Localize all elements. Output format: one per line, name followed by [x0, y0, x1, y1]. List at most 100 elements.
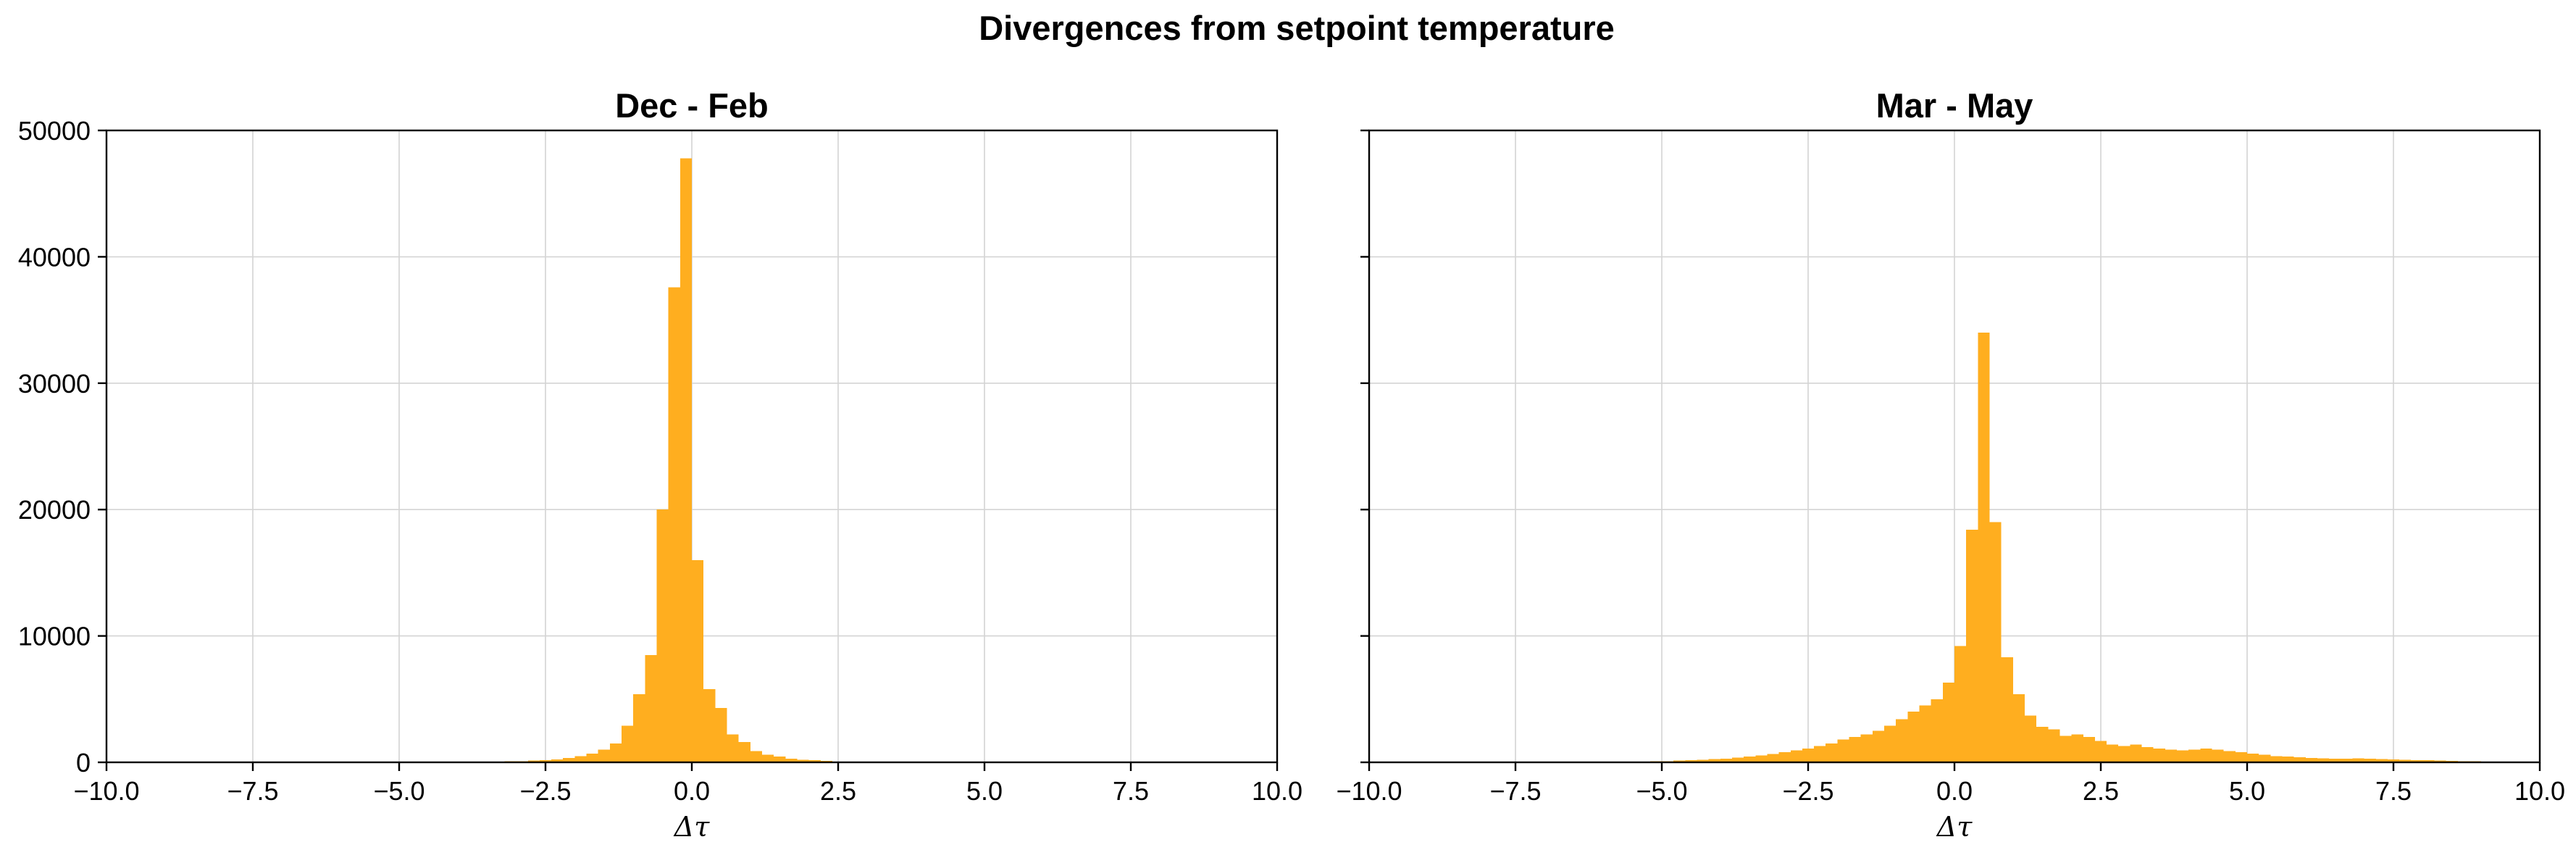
histogram-bar — [750, 751, 762, 762]
histogram-bar — [2059, 736, 2072, 762]
histogram-bar — [2317, 758, 2330, 762]
histogram-bar — [609, 743, 622, 762]
histogram-bar — [1755, 755, 1768, 762]
x-tick-label: −7.5 — [227, 776, 278, 806]
x-tick-label: −10.0 — [1336, 776, 1402, 806]
panel-title: Dec - Feb — [615, 86, 769, 125]
histogram-bar — [703, 688, 716, 762]
histogram-bar — [2036, 727, 2049, 762]
x-axis-label: Δτ — [673, 811, 710, 843]
histogram-bar — [2153, 748, 2165, 762]
histogram-bar — [1931, 699, 1943, 762]
histogram-bar — [1697, 759, 1709, 762]
histogram-bar — [2223, 751, 2236, 762]
histogram-bar — [1685, 760, 1697, 762]
histogram-bar — [2012, 693, 2025, 762]
y-tick-label: 50000 — [18, 116, 91, 146]
histogram-bar — [2083, 737, 2095, 762]
histogram-bar — [2212, 749, 2224, 762]
histogram-bar — [1837, 739, 1849, 762]
histogram-bar — [2434, 760, 2446, 762]
histogram-bar — [622, 725, 634, 762]
histogram-bar — [2259, 754, 2271, 762]
histogram-bar — [1907, 712, 1920, 762]
histogram-bar — [715, 708, 727, 762]
histogram-bar — [2399, 759, 2412, 762]
y-tick-label: 20000 — [18, 495, 91, 525]
histogram-bar — [1966, 530, 1978, 762]
histogram-bar — [2270, 756, 2283, 762]
histogram-bar — [2305, 757, 2317, 762]
histogram-bar — [1720, 758, 1732, 762]
histogram-bar — [1826, 743, 1838, 762]
histogram-bar — [2024, 715, 2037, 762]
x-tick-label: −10.0 — [73, 776, 139, 806]
histogram-panel-dec-feb: −10.0 −7.5 −5.0 −2.5 0.0 2.5 5.0 7.5 10.0 0 10000 2… — [18, 86, 1302, 843]
figure-title: Divergences from setpoint temperature — [979, 9, 1615, 47]
histogram-bar — [1802, 748, 1815, 762]
x-tick-label: 5.0 — [966, 776, 1003, 806]
histogram-bar — [774, 757, 786, 762]
histogram-bar — [633, 693, 645, 762]
x-axis-label: Δτ — [1936, 811, 1973, 843]
histogram-bar — [2282, 757, 2294, 762]
histogram-bar — [2177, 750, 2189, 762]
histogram-bar — [2352, 758, 2364, 762]
y-tick-label: 30000 — [18, 369, 91, 399]
x-tick-label: 10.0 — [1252, 776, 1302, 806]
x-tick-label: −5.0 — [373, 776, 425, 806]
x-tick-label: 7.5 — [2375, 776, 2412, 806]
histogram-bar — [2071, 734, 2083, 762]
histogram-bar — [2387, 759, 2400, 762]
histogram-bar — [2141, 747, 2154, 762]
histogram-bar — [2341, 758, 2353, 762]
y-tick-label: 0 — [76, 748, 91, 778]
histogram-bar — [679, 158, 692, 763]
x-tick-label: −2.5 — [1782, 776, 1833, 806]
x-tick-label: −2.5 — [519, 776, 571, 806]
histogram-bar — [1872, 730, 1885, 762]
histogram-bar — [2364, 759, 2376, 762]
histogram-bar — [1860, 734, 1873, 762]
histogram-bar — [1708, 759, 1720, 762]
x-tick-label: −7.5 — [1489, 776, 1541, 806]
x-tick-label: 0.0 — [1936, 776, 1973, 806]
histogram-bar — [738, 742, 750, 762]
histogram-bar — [598, 749, 610, 762]
histogram-bar — [2107, 744, 2119, 762]
histogram-panel-mar-may: −10.0 −7.5 −5.0 −2.5 0.0 2.5 5.0 7.5 10.0 Mar - M… — [1336, 86, 2565, 843]
histogram-bar — [2048, 729, 2060, 762]
histogram-bar — [2200, 748, 2212, 762]
histogram-bar — [1849, 737, 1861, 762]
histogram-bar — [2329, 758, 2341, 762]
histogram-bar — [2001, 657, 2013, 762]
histogram-bar — [1942, 683, 1954, 762]
histogram-bar — [2130, 744, 2142, 762]
histogram-bar — [2188, 749, 2201, 762]
histogram-bar — [586, 753, 598, 762]
histogram-bar — [808, 760, 821, 762]
histogram-bar — [761, 754, 774, 762]
histogram-bar — [1919, 705, 1931, 762]
histogram-bar — [1884, 725, 1897, 762]
y-tick-label: 10000 — [18, 622, 91, 651]
histogram-bar — [797, 759, 809, 762]
histogram-bar — [1790, 750, 1802, 762]
histogram-bar — [1744, 757, 1756, 762]
histogram-bar — [551, 759, 564, 762]
histogram-bar — [1731, 757, 1744, 762]
histogram-bar — [2422, 760, 2435, 762]
histogram-bar — [2165, 749, 2178, 762]
histogram-bar — [2235, 752, 2247, 762]
x-tick-label: 0.0 — [674, 776, 710, 806]
histogram-bar — [2411, 759, 2423, 762]
histogram-bar — [1896, 719, 1908, 762]
x-tick-label: 5.0 — [2229, 776, 2265, 806]
histogram-bar — [539, 760, 552, 762]
y-tick-label: 40000 — [18, 242, 91, 272]
histogram-bar — [1978, 333, 1990, 762]
histogram-bar — [727, 734, 739, 762]
x-tick-label: 7.5 — [1113, 776, 1149, 806]
histogram-bar — [1989, 522, 2002, 762]
